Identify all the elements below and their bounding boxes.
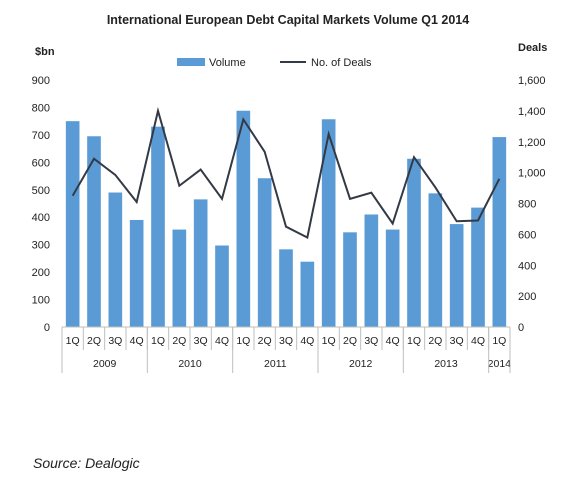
y-left-tick-label: 300 bbox=[32, 240, 50, 252]
x-tick-label-quarter: 3Q bbox=[364, 335, 378, 347]
x-tick-label-year: 2012 bbox=[349, 358, 373, 370]
x-tick-label-quarter: 1Q bbox=[407, 335, 421, 347]
x-tick-label-quarter: 1Q bbox=[66, 335, 80, 347]
y-left-tick-label: 600 bbox=[32, 157, 50, 169]
bar-volume bbox=[172, 229, 187, 327]
bar-volume bbox=[385, 229, 400, 327]
y-right-tick-label: 800 bbox=[518, 199, 536, 211]
y-right-tick-label: 200 bbox=[518, 291, 536, 303]
bar-volume bbox=[364, 214, 379, 327]
bar-volume bbox=[215, 245, 229, 327]
x-tick-label-quarter: 4Q bbox=[300, 335, 314, 347]
x-tick-label-quarter: 3Q bbox=[194, 335, 208, 347]
y-left-tick-label: 700 bbox=[32, 130, 50, 142]
x-tick-label-year: 2009 bbox=[93, 358, 117, 370]
y-left-tick-label: 500 bbox=[32, 185, 50, 197]
y-left-tick-label: 100 bbox=[32, 295, 50, 307]
line-layer bbox=[71, 106, 501, 239]
bar-volume bbox=[236, 110, 251, 328]
x-tick-label-year: 2013 bbox=[434, 358, 458, 370]
y-right-tick-label: 0 bbox=[518, 322, 524, 334]
bar-volume bbox=[449, 224, 464, 327]
x-tick-label-quarter: 3Q bbox=[279, 335, 293, 347]
y-left-tick-label: 0 bbox=[44, 322, 50, 334]
x-tick-label-year: 2014 bbox=[488, 358, 512, 370]
bar-volume bbox=[65, 121, 80, 327]
y-right-tick-label: 1,000 bbox=[518, 168, 546, 180]
y-right-tick-label: 400 bbox=[518, 260, 536, 272]
x-tick-label-year: 2010 bbox=[178, 358, 202, 370]
y-right-tick-label: 1,200 bbox=[518, 137, 546, 149]
bar-volume bbox=[428, 193, 443, 327]
bar-volume bbox=[151, 126, 165, 327]
y-left-axis-label: $bn bbox=[35, 46, 55, 58]
legend-label-deals: No. of Deals bbox=[311, 57, 372, 69]
y-right-tick-label: 1,600 bbox=[518, 75, 546, 87]
y-right-tick-label: 1,400 bbox=[518, 106, 546, 118]
x-tick-label-quarter: 2Q bbox=[428, 335, 442, 347]
source-note: Source: Dealogic bbox=[33, 455, 140, 471]
y-left-tick-label: 400 bbox=[32, 212, 50, 224]
bar-volume bbox=[492, 137, 507, 327]
bar-volume bbox=[257, 178, 272, 327]
chart-title: International European Debt Capital Mark… bbox=[107, 13, 469, 27]
x-tick-label-quarter: 2Q bbox=[87, 335, 101, 347]
bar-volume bbox=[471, 207, 485, 327]
bar-volume bbox=[321, 119, 336, 327]
legend: Volume No. of Deals bbox=[177, 57, 372, 69]
x-tick-label-quarter: 2Q bbox=[258, 335, 272, 347]
line-deals bbox=[71, 106, 501, 239]
bar-volume bbox=[87, 136, 101, 327]
x-tick-label-quarter: 4Q bbox=[130, 335, 144, 347]
bar-volume bbox=[193, 199, 208, 327]
x-tick-label-quarter: 4Q bbox=[471, 335, 485, 347]
y-left-tick-label: 900 bbox=[32, 75, 50, 87]
x-tick-label-quarter: 1Q bbox=[492, 335, 506, 347]
bar-volume bbox=[407, 158, 421, 327]
bar-volume bbox=[279, 249, 293, 327]
y-left-tick-label: 200 bbox=[32, 267, 50, 279]
bars-layer bbox=[65, 110, 507, 328]
x-tick-label-quarter: 2Q bbox=[343, 335, 357, 347]
legend-label-volume: Volume bbox=[209, 57, 246, 69]
y-right-axis-label: Deals bbox=[518, 42, 547, 54]
bar-volume bbox=[108, 192, 123, 327]
bar-volume bbox=[129, 219, 144, 327]
axes-layer: 0 100 200 300 400 500 600 700 800 900 0 200 400 600 80… bbox=[32, 75, 546, 373]
x-tick-label-quarter: 1Q bbox=[236, 335, 250, 347]
x-tick-label-year: 2011 bbox=[264, 358, 287, 370]
x-tick-label-quarter: 1Q bbox=[322, 335, 336, 347]
x-tick-label-quarter: 4Q bbox=[215, 335, 229, 347]
legend-swatch-volume bbox=[177, 58, 205, 66]
bar-volume bbox=[343, 232, 357, 327]
x-tick-label-quarter: 4Q bbox=[386, 335, 400, 347]
y-left-tick-label: 800 bbox=[32, 102, 50, 114]
x-tick-label-quarter: 3Q bbox=[108, 335, 122, 347]
x-tick-label-quarter: 3Q bbox=[450, 335, 464, 347]
x-tick-label-quarter: 2Q bbox=[172, 335, 186, 347]
y-right-tick-label: 600 bbox=[518, 229, 536, 241]
bar-volume bbox=[300, 261, 315, 327]
x-tick-label-quarter: 1Q bbox=[151, 335, 165, 347]
